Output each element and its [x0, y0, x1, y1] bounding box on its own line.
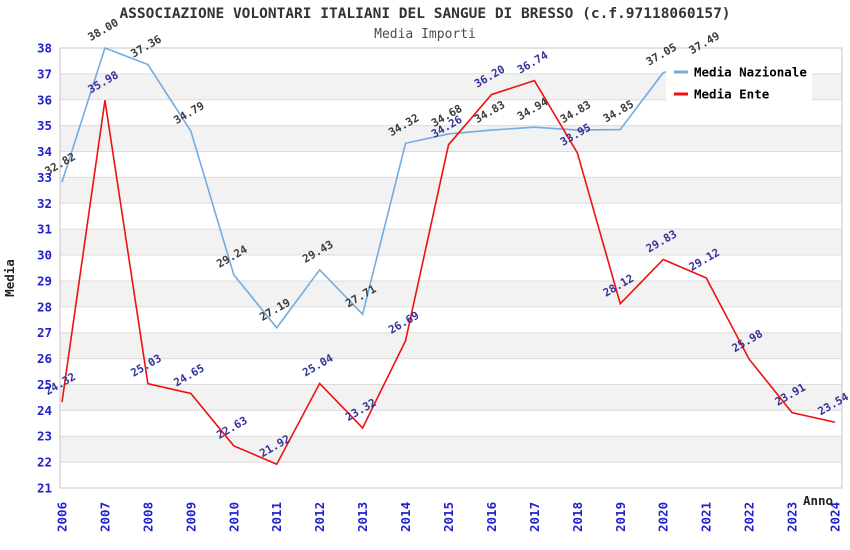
x-tick-label: 2011 — [269, 502, 284, 532]
plot-band — [60, 229, 842, 256]
y-tick-label: 29 — [37, 273, 52, 288]
x-tick-label: 2016 — [484, 502, 499, 532]
y-tick-label: 26 — [37, 351, 52, 366]
plot-band — [60, 436, 842, 463]
legend-item-media-ente[interactable]: Media Ente — [694, 87, 770, 102]
plot-band — [60, 384, 842, 411]
x-tick-label: 2023 — [785, 502, 800, 532]
y-tick-label: 35 — [37, 118, 52, 133]
y-tick-label: 37 — [37, 66, 52, 81]
x-tick-label: 2008 — [140, 502, 155, 532]
x-tick-label: 2022 — [742, 502, 757, 532]
plot-area-border — [59, 47, 843, 489]
x-tick-label: 2020 — [656, 502, 671, 532]
plot-band — [60, 332, 842, 359]
x-tick-label: 2014 — [398, 502, 413, 532]
plot-background — [60, 48, 842, 488]
y-tick-label: 25 — [37, 377, 52, 392]
legend-item-media-nazionale[interactable]: Media Nazionale — [694, 65, 807, 80]
y-tick-label: 21 — [37, 481, 52, 496]
x-tick-label: 2010 — [226, 502, 241, 532]
x-axis-title: Anno — [803, 493, 833, 508]
chart-title: ASSOCIAZIONE VOLONTARI ITALIANI DEL SANG… — [119, 6, 731, 22]
x-tick-label: 2021 — [699, 502, 714, 532]
x-tick-label: 2017 — [527, 502, 542, 532]
x-tick-label: 2019 — [613, 502, 628, 532]
y-tick-label: 24 — [37, 403, 52, 418]
y-tick-label: 30 — [37, 248, 52, 263]
y-tick-label: 36 — [37, 92, 52, 107]
y-tick-label: 38 — [37, 41, 52, 56]
x-tick-label: 2007 — [97, 502, 112, 532]
y-tick-label: 23 — [37, 429, 52, 444]
y-tick-label: 27 — [37, 325, 52, 340]
y-tick-label: 31 — [37, 222, 52, 237]
y-tick-label: 28 — [37, 299, 52, 314]
series-line-media-nazionale[interactable] — [61, 46, 707, 330]
y-tick-label: 34 — [37, 144, 52, 159]
y-tick-label: 32 — [37, 196, 52, 211]
x-tick-label: 2012 — [312, 502, 327, 532]
x-tick-label: 2024 — [828, 502, 843, 532]
data-label-media-nazionale: 38.00 — [86, 16, 121, 44]
plot-band — [60, 280, 842, 307]
x-tick-label: 2018 — [570, 502, 585, 532]
x-tick-label: 2013 — [355, 502, 370, 532]
x-tick-label: 2015 — [441, 502, 456, 532]
x-tick-label: 2009 — [183, 502, 198, 532]
chart-subtitle: Media Importi — [374, 27, 476, 42]
y-axis-title: Media — [2, 259, 17, 297]
series-line-media-ente[interactable] — [61, 79, 836, 466]
legend — [666, 58, 812, 108]
x-tick-label: 2006 — [55, 502, 70, 532]
plot-band — [60, 177, 842, 204]
y-tick-label: 22 — [37, 455, 52, 470]
y-tick-label: 33 — [37, 170, 52, 185]
